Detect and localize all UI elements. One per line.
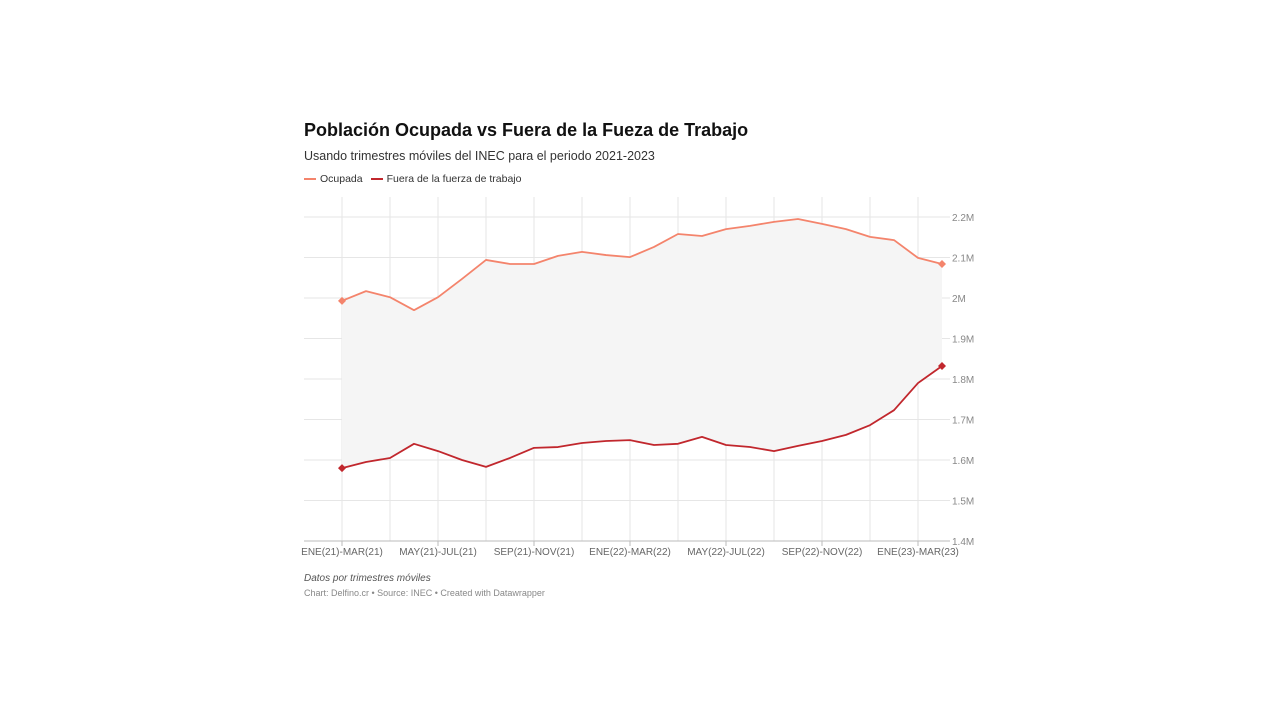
y-tick-label: 1.7M [952,416,974,427]
y-tick-label: 2M [952,294,966,305]
legend: Ocupada Fuera de la fuerza de trabajo [304,173,521,185]
y-tick-label: 1.8M [952,375,974,386]
y-tick-label: 2.1M [952,254,974,265]
legend-swatch [370,178,383,180]
chart-subtitle: Usando trimestres móviles del INEC para … [304,149,655,163]
y-tick-label: 1.9M [952,335,974,346]
y-tick-label: 2.2M [952,213,974,224]
chart-title: Población Ocupada vs Fuera de la Fueza d… [304,120,749,140]
series-line-fuera [341,365,943,469]
x-tick-label: ENE(23)-MAR(23) [877,547,959,558]
y-tick-label: 1.5M [952,497,974,508]
legend-item-ocupada: Ocupada [304,173,363,185]
y-tick-label: 1.6M [952,456,974,467]
endpoint-marker [338,464,346,473]
chart-notes: Datos por trimestres móviles [304,573,431,584]
area-between-series [342,219,942,469]
x-tick-label: ENE(22)-MAR(22) [589,547,671,558]
series-line-ocupada [341,218,943,312]
endpoint-marker [938,259,946,268]
chart-byline: Chart: Delfino.cr • Source: INEC • Creat… [304,588,545,598]
legend-item-fuera: Fuera de la fuerza de trabajo [370,173,522,185]
legend-label: Ocupada [320,173,363,185]
x-tick-label: ENE(21)-MAR(21) [301,547,383,558]
endpoint-marker [338,296,346,305]
y-tick-label: 1.4M [952,537,974,548]
endpoint-marker [938,362,946,371]
x-tick-label: MAY(22)-JUL(22) [687,547,765,558]
legend-swatch [304,178,316,180]
x-tick-label: MAY(21)-JUL(21) [399,547,477,558]
x-tick-label: SEP(21)-NOV(21) [494,547,575,558]
x-tick-label: SEP(22)-NOV(22) [782,547,863,558]
legend-label: Fuera de la fuerza de trabajo [386,173,522,185]
